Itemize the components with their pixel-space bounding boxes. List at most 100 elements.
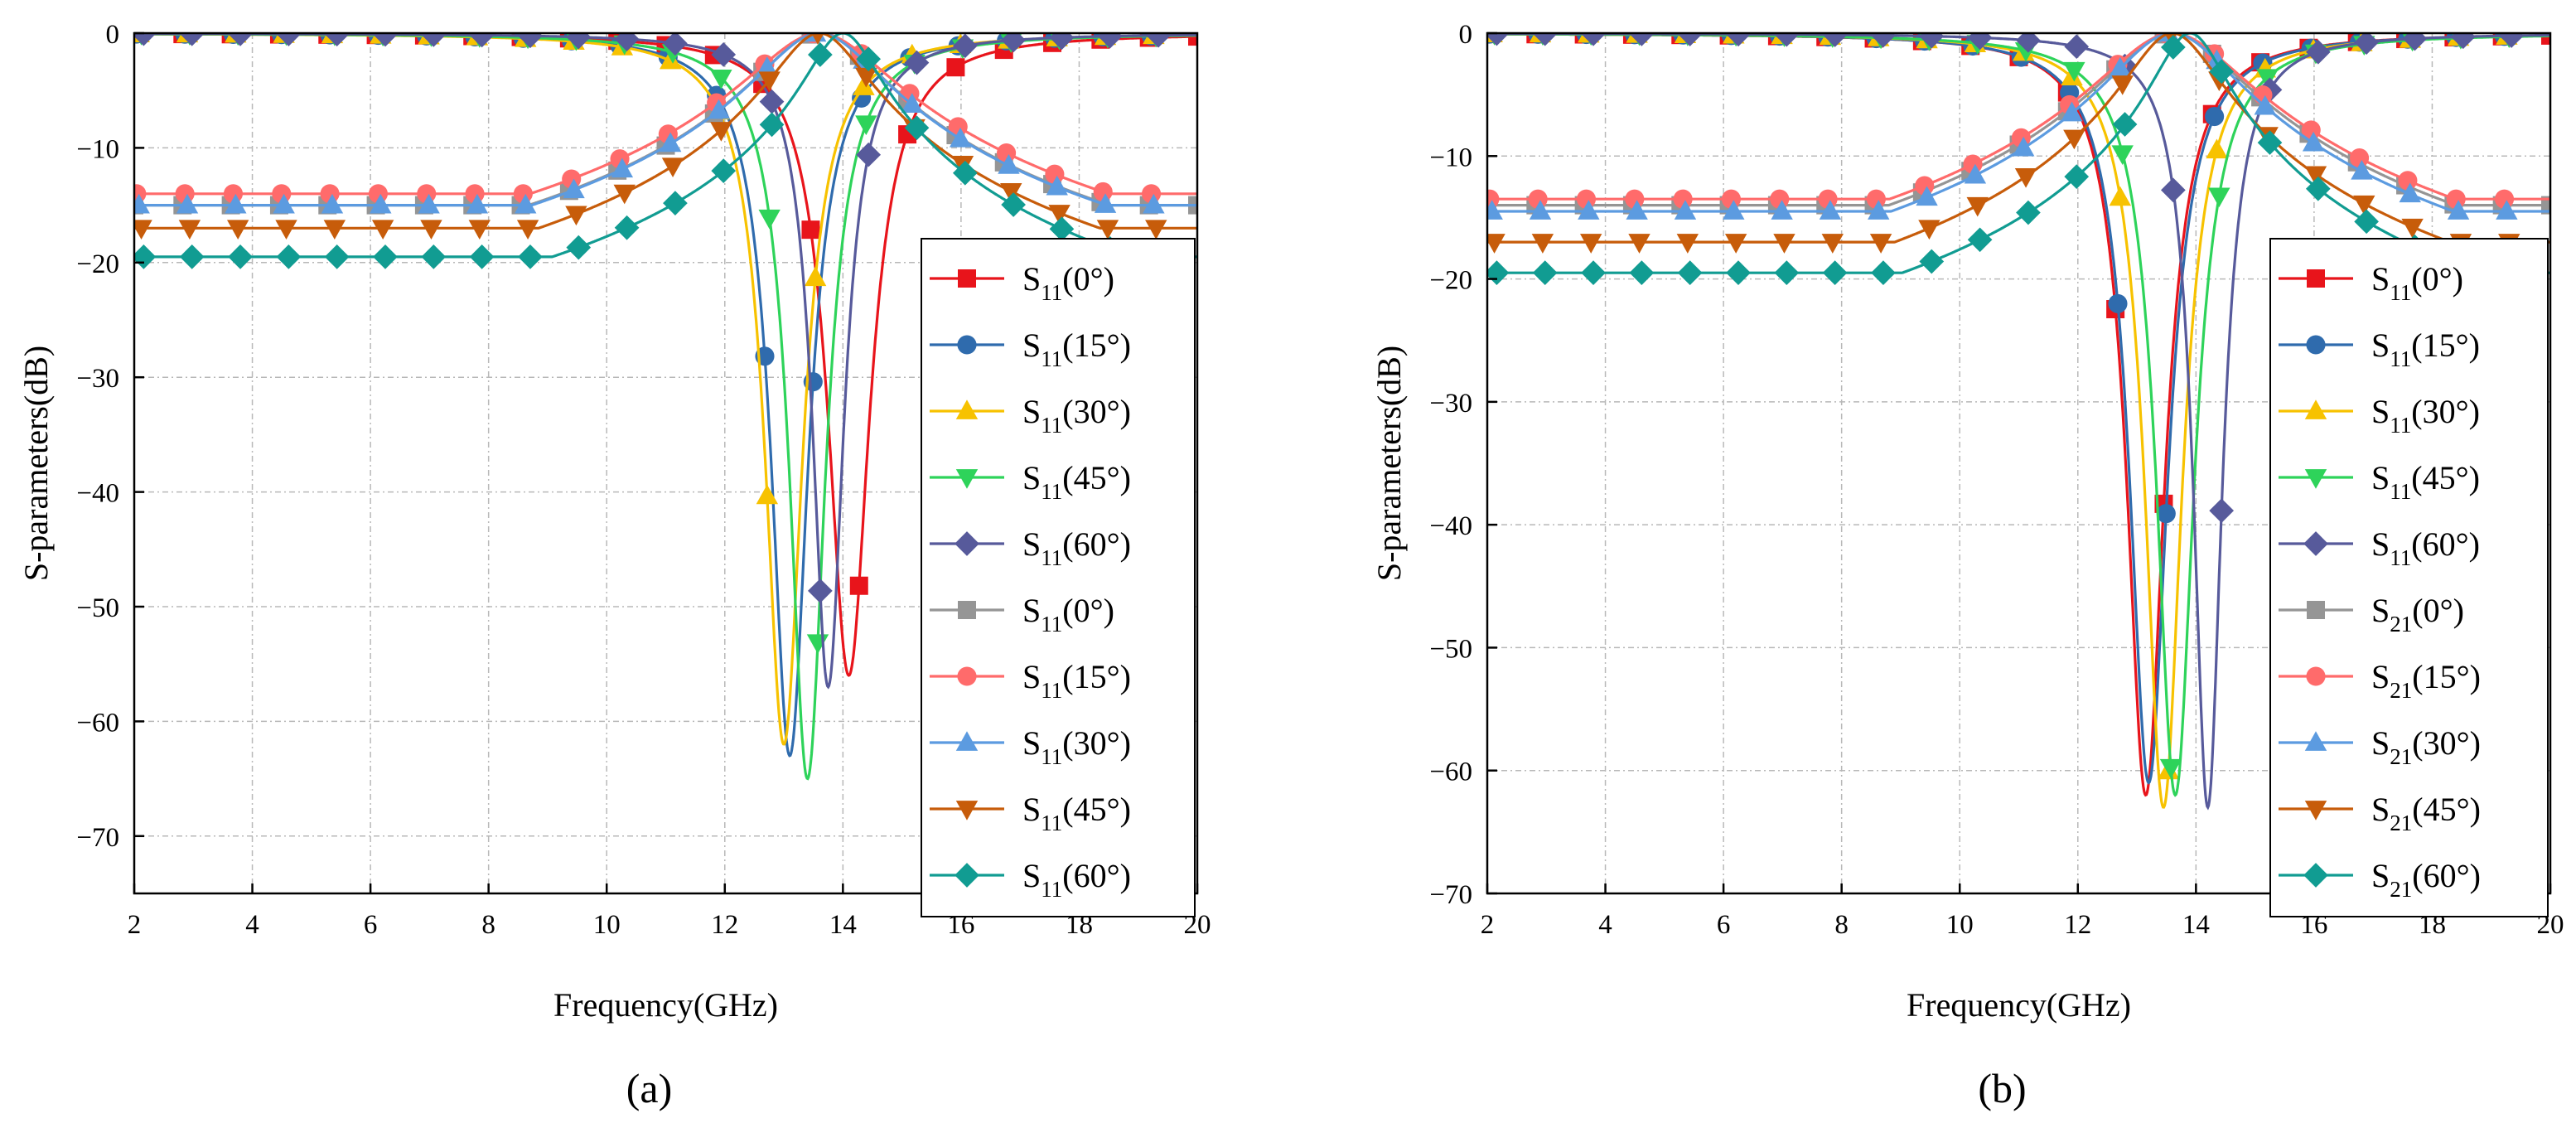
data-point (2111, 75, 2134, 95)
legend-entry: S11(30°) (930, 393, 1131, 438)
y-axis-label: S-parameters(dB) (17, 346, 55, 581)
data-point (276, 33, 302, 46)
legend: S11(0°) S11(15°) S11(30°) S11(45°) S11(60°) S… (2269, 238, 2549, 917)
data-point (856, 46, 882, 72)
data-point (2063, 129, 2085, 150)
legend-label: S21(60°) (2371, 857, 2481, 902)
data-point (226, 220, 249, 240)
data-point (1045, 164, 1065, 184)
data-point (469, 33, 495, 48)
chart-panel-1: 2 4 6 8 10 12 14 16 18 20Frequency(GHz)0−10−20−30… (17, 20, 1211, 1111)
legend-label: S11(45°) (1022, 459, 1131, 504)
data-point (1145, 220, 1167, 240)
data-point (1487, 33, 1510, 46)
legend-entry: S21(30°) (2279, 724, 2481, 769)
x-tick-label: 8 (1834, 910, 1849, 940)
data-point (708, 99, 730, 119)
legend-entry: S11(0°) (930, 592, 1114, 637)
data-point (2109, 56, 2132, 77)
data-point (2014, 168, 2037, 188)
y-tick-label: 0 (1459, 20, 1473, 50)
data-point (2061, 101, 2083, 122)
data-point (1724, 234, 1747, 254)
legend-label: S11(15°) (2371, 327, 2480, 371)
legend-label: S11(30°) (1022, 724, 1131, 769)
data-point (2209, 498, 2235, 524)
data-point (1770, 189, 1790, 209)
data-point (2156, 504, 2176, 524)
data-point (1581, 260, 1606, 286)
data-point (2353, 195, 2375, 215)
x-tick-label: 14 (829, 910, 857, 940)
data-point (1049, 216, 1075, 242)
data-point (1188, 33, 1197, 46)
data-point (1528, 189, 1548, 209)
legend-marker (958, 269, 976, 288)
x-tick-label: 10 (593, 910, 621, 940)
data-point (2256, 69, 2279, 90)
data-point (2063, 61, 2085, 82)
data-point (660, 132, 682, 152)
data-point (228, 33, 253, 46)
data-point (2159, 758, 2182, 779)
data-point (275, 220, 297, 240)
data-point (1629, 260, 1655, 286)
legend-marker (2306, 335, 2326, 355)
data-point (611, 157, 634, 178)
series-8 (1487, 33, 2550, 220)
data-point (661, 157, 684, 177)
data-point (2402, 33, 2428, 51)
data-point (134, 220, 152, 240)
data-point (1581, 33, 1606, 46)
data-point (1818, 189, 1838, 209)
data-point (370, 193, 392, 214)
x-tick-label: 8 (481, 910, 495, 940)
data-point (663, 191, 688, 215)
legend-marker (957, 335, 977, 355)
data-point (1001, 192, 1026, 217)
data-point (1673, 189, 1693, 209)
legend-label: S11(15°) (1022, 658, 1131, 703)
data-point (2064, 164, 2090, 189)
data-point (2350, 148, 2370, 168)
data-point (324, 33, 350, 47)
plot-frame (1486, 31, 2552, 895)
legend-marker (955, 469, 979, 489)
data-point (2494, 189, 2515, 209)
data-point (811, 33, 824, 45)
legend-marker (955, 531, 979, 556)
legend-label: S11(30°) (1022, 393, 1131, 438)
legend-label: S21(15°) (2371, 658, 2481, 703)
data-point (849, 576, 868, 595)
data-point (2257, 130, 2283, 155)
data-point (2208, 187, 2230, 208)
data-point (179, 244, 205, 269)
data-point (1531, 234, 1554, 254)
data-point (614, 215, 640, 240)
x-tick-label: 6 (1717, 910, 1731, 940)
data-point (420, 220, 442, 240)
legend-marker (955, 399, 979, 419)
data-point (2541, 196, 2550, 215)
data-point (1677, 260, 1703, 286)
data-point (1919, 249, 1945, 274)
data-point (1967, 227, 1993, 253)
x-tick-label: 10 (1946, 910, 1974, 940)
data-point (2399, 182, 2421, 203)
data-point (808, 578, 833, 603)
data-point (2305, 176, 2331, 201)
data-point (2496, 200, 2518, 220)
data-point (1578, 200, 1600, 220)
data-point (952, 33, 978, 59)
legend-entry: S11(15°) (930, 658, 1131, 703)
data-point (1576, 189, 1597, 209)
legend-entry: S11(45°) (930, 459, 1131, 504)
data-point (565, 206, 587, 226)
data-point (1967, 33, 1993, 51)
legend-marker (2304, 399, 2327, 419)
legend-label: S11(0°) (1022, 260, 1114, 305)
data-point (758, 71, 781, 91)
data-point (134, 193, 150, 214)
y-tick-label: −40 (76, 479, 119, 509)
legend-label: S21(0°) (2371, 592, 2464, 637)
